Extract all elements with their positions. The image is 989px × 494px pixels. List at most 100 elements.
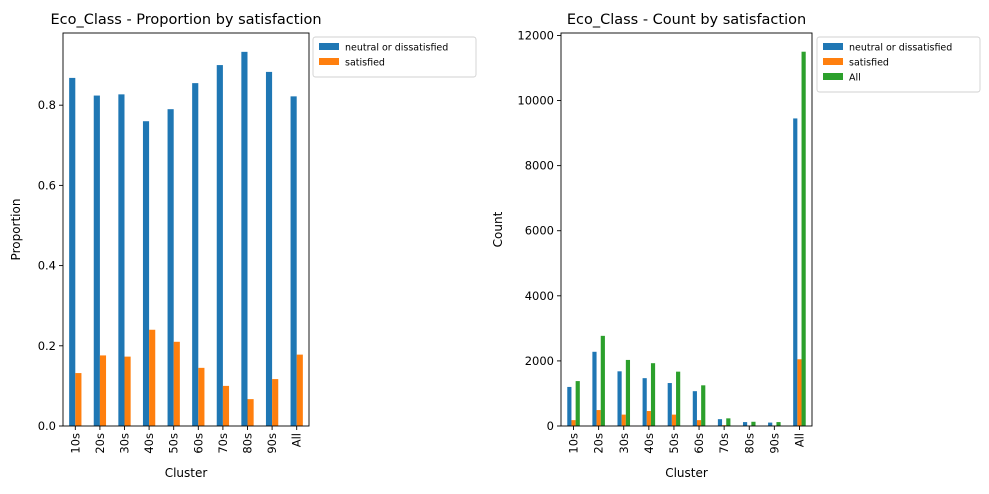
plot-frame bbox=[561, 33, 812, 426]
x-tick-label: 80s bbox=[241, 433, 255, 454]
y-axis-label: Proportion bbox=[9, 199, 23, 261]
y-tick-label: 0.4 bbox=[38, 259, 56, 273]
x-tick-label: 10s bbox=[68, 433, 82, 454]
bar-neutral-or-dissatisfied-all bbox=[291, 96, 297, 426]
bar-satisfied-all bbox=[297, 355, 303, 426]
chart-title: Eco_Class - Count by satisfaction bbox=[567, 12, 806, 28]
x-tick-label: 20s bbox=[93, 433, 107, 454]
y-tick-label: 2000 bbox=[525, 354, 554, 368]
bar-neutral-or-dissatisfied-30s bbox=[617, 371, 621, 426]
bar-neutral-or-dissatisfied-10s bbox=[69, 78, 75, 426]
legend-entry: satisfied bbox=[345, 58, 385, 69]
legend-entry: satisfied bbox=[849, 58, 889, 69]
bar-neutral-or-dissatisfied-90s bbox=[768, 423, 772, 426]
x-tick-label: 10s bbox=[567, 433, 581, 454]
legend: neutral or dissatisfied satisfied bbox=[313, 37, 476, 77]
x-tick-label: All bbox=[290, 433, 304, 447]
count-chart: 0 2000 4000 6000 8000 10000 12000 10s 20s 30s 40s 5… bbox=[491, 12, 980, 480]
bar-satisfied-40s bbox=[647, 411, 651, 426]
bar-all-50s bbox=[676, 372, 680, 426]
bar-all-all bbox=[802, 52, 806, 426]
bar-all-80s bbox=[751, 422, 755, 426]
bar-neutral-or-dissatisfied-50s bbox=[168, 109, 174, 426]
bar-neutral-or-dissatisfied-30s bbox=[118, 94, 124, 426]
x-axis-label: Cluster bbox=[165, 466, 208, 480]
bar-satisfied-20s bbox=[100, 355, 106, 426]
y-tick-label: 10000 bbox=[517, 94, 554, 108]
y-tick-label: 4000 bbox=[525, 289, 554, 303]
x-axis-label: Cluster bbox=[665, 466, 708, 480]
bar-satisfied-60s bbox=[198, 368, 204, 426]
bar-neutral-or-dissatisfied-all bbox=[793, 118, 797, 426]
bar-satisfied-60s bbox=[697, 420, 701, 426]
bar-satisfied-90s bbox=[272, 379, 278, 426]
bar-neutral-or-dissatisfied-40s bbox=[643, 378, 647, 426]
x-tick-label: 30s bbox=[118, 433, 132, 454]
bar-all-40s bbox=[651, 363, 655, 426]
bar-neutral-or-dissatisfied-20s bbox=[592, 352, 596, 426]
bar-neutral-or-dissatisfied-20s bbox=[94, 96, 100, 426]
x-tick-label: 50s bbox=[167, 433, 181, 454]
chart-title: Eco_Class - Proportion by satisfaction bbox=[50, 12, 321, 28]
y-tick-label: 0 bbox=[547, 419, 554, 433]
legend-entry: neutral or dissatisfied bbox=[345, 43, 448, 54]
legend: neutral or dissatisfied satisfied All bbox=[817, 37, 980, 92]
legend-swatch bbox=[319, 58, 339, 65]
legend-entry: neutral or dissatisfied bbox=[849, 43, 952, 54]
x-tick-label: 70s bbox=[717, 433, 731, 454]
bar-neutral-or-dissatisfied-40s bbox=[143, 121, 149, 426]
bar-neutral-or-dissatisfied-60s bbox=[693, 391, 697, 426]
bar-neutral-or-dissatisfied-60s bbox=[192, 83, 198, 426]
y-tick-label: 0.8 bbox=[38, 98, 56, 112]
bar-satisfied-50s bbox=[174, 342, 180, 426]
bar-neutral-or-dissatisfied-90s bbox=[266, 72, 272, 426]
bar-neutral-or-dissatisfied-70s bbox=[718, 419, 722, 426]
bar-neutral-or-dissatisfied-80s bbox=[241, 52, 247, 426]
bar-satisfied-10s bbox=[571, 420, 575, 426]
y-tick-label: 12000 bbox=[517, 28, 554, 42]
bar-all-30s bbox=[626, 360, 630, 426]
y-tick-label: 6000 bbox=[525, 224, 554, 238]
legend-swatch bbox=[823, 43, 843, 50]
bar-satisfied-80s bbox=[248, 399, 254, 426]
bar-satisfied-40s bbox=[149, 330, 155, 426]
legend-swatch bbox=[823, 58, 843, 65]
bar-all-10s bbox=[576, 381, 580, 426]
legend-swatch bbox=[319, 43, 339, 50]
x-tick-label: 60s bbox=[191, 433, 205, 454]
x-tick-label: 90s bbox=[265, 433, 279, 454]
proportion-chart: 0.0 0.2 0.4 0.6 0.8 10s 20s 30s 40s 50s 60s 70s 80s 9… bbox=[9, 12, 476, 480]
y-tick-label: 0.2 bbox=[38, 339, 56, 353]
x-tick-label: 20s bbox=[592, 433, 606, 454]
bar-all-60s bbox=[701, 385, 705, 426]
x-tick-label: 30s bbox=[617, 433, 631, 454]
bar-all-90s bbox=[776, 422, 780, 426]
bar-satisfied-50s bbox=[672, 415, 676, 426]
bar-neutral-or-dissatisfied-80s bbox=[743, 422, 747, 426]
bar-all-70s bbox=[726, 418, 730, 426]
x-tick-label: 60s bbox=[692, 433, 706, 454]
x-tick-label: 40s bbox=[142, 433, 156, 454]
x-tick-label: 80s bbox=[742, 433, 756, 454]
y-tick-label: 8000 bbox=[525, 159, 554, 173]
y-tick-label: 0.6 bbox=[38, 178, 56, 192]
bar-satisfied-30s bbox=[125, 357, 131, 426]
bar-all-20s bbox=[601, 336, 605, 426]
y-tick-label: 0.0 bbox=[38, 419, 56, 433]
bar-satisfied-10s bbox=[75, 373, 81, 426]
legend-entry: All bbox=[849, 73, 861, 84]
x-tick-label: 40s bbox=[642, 433, 656, 454]
bar-neutral-or-dissatisfied-70s bbox=[217, 65, 223, 426]
bar-satisfied-20s bbox=[597, 410, 601, 426]
bar-satisfied-all bbox=[797, 359, 801, 426]
bar-satisfied-30s bbox=[622, 415, 626, 426]
y-axis-label: Count bbox=[491, 211, 505, 247]
x-tick-label: All bbox=[792, 433, 806, 447]
bar-neutral-or-dissatisfied-50s bbox=[668, 383, 672, 426]
x-tick-label: 90s bbox=[767, 433, 781, 454]
x-tick-label: 70s bbox=[216, 433, 230, 454]
x-tick-label: 50s bbox=[667, 433, 681, 454]
bar-satisfied-70s bbox=[223, 386, 229, 426]
